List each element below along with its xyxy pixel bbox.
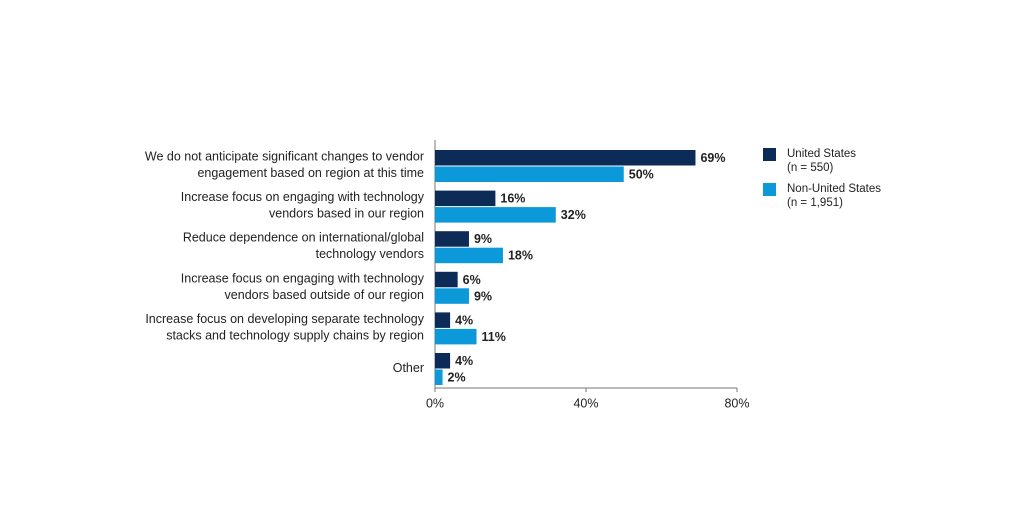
category-label: vendors based outside of our region bbox=[225, 288, 424, 302]
legend-swatch bbox=[763, 183, 776, 196]
legend-sample: (n = 550) bbox=[787, 162, 834, 174]
value-label: 9% bbox=[474, 232, 492, 246]
value-label: 69% bbox=[700, 151, 725, 165]
value-label: 50% bbox=[629, 168, 654, 182]
bar bbox=[435, 369, 443, 385]
bar bbox=[435, 328, 477, 345]
x-tick-label: 0% bbox=[426, 396, 444, 410]
bar bbox=[435, 190, 496, 207]
category-label: Other bbox=[393, 361, 424, 375]
value-label: 16% bbox=[500, 192, 525, 206]
bar bbox=[435, 271, 458, 288]
category-label: We do not anticipate significant changes… bbox=[145, 150, 424, 164]
bar bbox=[435, 247, 503, 264]
bar bbox=[435, 166, 624, 182]
bar bbox=[435, 207, 556, 223]
category-label: Increase focus on engaging with technolo… bbox=[181, 190, 425, 204]
x-tick-label: 40% bbox=[573, 396, 598, 410]
value-label: 2% bbox=[448, 371, 466, 385]
value-label: 32% bbox=[561, 208, 586, 222]
value-label: 9% bbox=[474, 289, 492, 303]
value-label: 11% bbox=[482, 330, 506, 344]
bar bbox=[435, 288, 469, 304]
bar bbox=[435, 353, 451, 369]
value-label: 4% bbox=[455, 354, 473, 368]
value-label: 4% bbox=[455, 313, 473, 327]
category-label: vendors based in our region bbox=[269, 207, 424, 221]
category-label: Increase focus on engaging with technolo… bbox=[181, 271, 425, 285]
bar bbox=[435, 312, 451, 328]
bar bbox=[435, 150, 696, 166]
category-label: Reduce dependence on international/globa… bbox=[183, 231, 424, 245]
value-label: 6% bbox=[463, 273, 481, 287]
legend-swatch bbox=[763, 148, 776, 161]
category-label: engagement based on region at this time bbox=[197, 166, 424, 180]
category-label: technology vendors bbox=[316, 247, 424, 261]
legend-label: United States bbox=[787, 148, 856, 160]
value-label: 18% bbox=[508, 249, 533, 263]
legend-label: Non-United States bbox=[787, 183, 881, 195]
bar bbox=[435, 231, 469, 247]
x-tick-label: 80% bbox=[724, 396, 749, 410]
legend-sample: (n = 1,951) bbox=[787, 197, 843, 209]
category-label: stacks and technology supply chains by r… bbox=[166, 328, 424, 342]
category-label: Increase focus on developing separate te… bbox=[145, 312, 424, 326]
